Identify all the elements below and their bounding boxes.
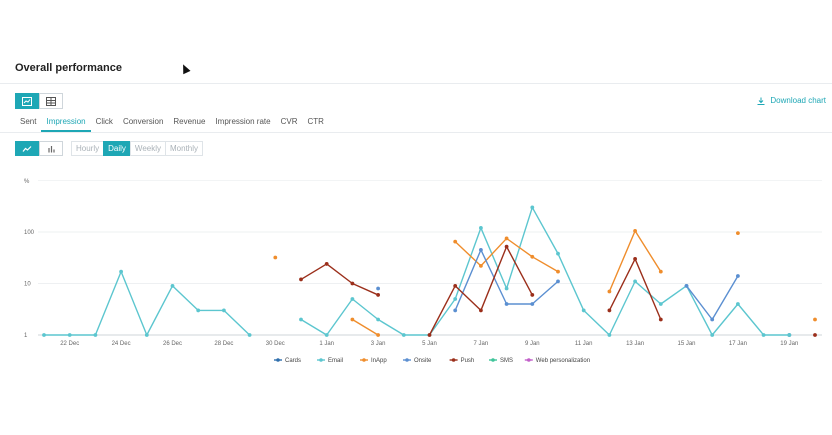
data-point-inapp (273, 255, 278, 260)
line-chart-button[interactable] (15, 141, 39, 156)
legend-dot-email (319, 358, 323, 362)
x-tick-label: 1 Jan (319, 341, 334, 347)
x-tick-label: 15 Jan (677, 341, 695, 347)
x-tick-label: 26 Dec (163, 341, 182, 347)
x-tick-label: 19 Jan (780, 341, 798, 347)
legend-label-onsite: Onsite (414, 358, 432, 364)
tab-impression[interactable]: Impression (41, 115, 91, 132)
x-tick-label: 11 Jan (575, 341, 593, 347)
x-tick-label: 17 Jan (729, 341, 747, 347)
divider (0, 132, 832, 133)
tab-click[interactable]: Click (95, 117, 113, 126)
divider (0, 83, 832, 84)
x-tick-label: 5 Jan (422, 341, 437, 347)
legend-dot-cards (276, 358, 280, 362)
data-point-inapp (736, 231, 740, 236)
tab-cvr[interactable]: CVR (280, 117, 298, 126)
data-point-inapp (813, 317, 817, 322)
x-tick-label: 13 Jan (626, 341, 644, 347)
granularity-weekly[interactable]: Weekly (129, 141, 166, 156)
legend-label-push: Push (461, 358, 475, 364)
mouse-cursor-icon (179, 62, 191, 75)
legend-label-web-personalization: Web personalization (536, 358, 590, 364)
series-line-onsite (454, 249, 559, 311)
y-axis-unit-label: % (24, 179, 30, 185)
tab-impression-rate[interactable]: Impression rate (215, 117, 271, 126)
chart-view-icon (22, 96, 32, 106)
legend-label-inapp: InApp (371, 358, 387, 364)
chart-view-button[interactable] (15, 93, 39, 109)
legend-dot-web-personalization (527, 358, 531, 362)
tab-revenue[interactable]: Revenue (173, 117, 206, 126)
x-tick-label: 9 Jan (525, 341, 540, 347)
table-view-button[interactable] (39, 93, 63, 109)
page-title: Overall performance (15, 62, 122, 74)
x-tick-label: 24 Dec (112, 341, 131, 347)
granularity-selector: Hourly Daily Weekly Monthly (71, 141, 204, 156)
y-tick-label: 100 (24, 230, 35, 236)
bar-chart-button[interactable] (39, 141, 63, 156)
legend-label-email: Email (328, 358, 343, 364)
legend-dot-inapp (362, 358, 366, 362)
table-view-icon (46, 96, 56, 106)
tab-ctr[interactable]: CTR (307, 117, 324, 126)
legend-label-cards: Cards (285, 358, 301, 364)
granularity-hourly[interactable]: Hourly (71, 141, 105, 156)
line-chart-icon (22, 145, 32, 152)
x-tick-label: 22 Dec (60, 341, 79, 347)
performance-chart: % 1 10 100 22 Dec 24 Dec 26 Dec 28 Dec 30 Dec 1 J… (24, 179, 822, 364)
x-tick-label: 30 Dec (266, 341, 285, 347)
download-chart-button[interactable]: Download chart (757, 96, 826, 105)
series-line-push (428, 245, 533, 336)
y-tick-label: 10 (24, 282, 31, 288)
series-line-email (300, 206, 790, 336)
data-point-onsite (376, 286, 380, 291)
tab-conversion[interactable]: Conversion (122, 117, 164, 126)
x-tick-label: 7 Jan (474, 341, 489, 347)
series-line-inapp (454, 237, 559, 273)
download-chart-label: Download chart (770, 96, 826, 105)
bar-chart-icon (48, 145, 55, 152)
granularity-daily[interactable]: Daily (103, 141, 131, 156)
tab-sent[interactable]: Sent (20, 117, 37, 126)
y-tick-label: 1 (24, 333, 28, 339)
series-line-inapp (352, 318, 379, 336)
granularity-monthly[interactable]: Monthly (165, 141, 204, 156)
legend-dot-sms (491, 358, 495, 362)
x-tick-label: 3 Jan (371, 341, 386, 347)
view-toggle (15, 93, 63, 109)
series-line-push (300, 263, 379, 296)
legend-label-sms: SMS (500, 358, 513, 364)
x-tick-label: 28 Dec (214, 341, 233, 347)
series-line-push (608, 258, 662, 320)
data-point-push (813, 333, 817, 337)
legend-dot-push (451, 358, 456, 362)
series-line-email (44, 270, 251, 336)
series-line-onsite (685, 275, 739, 321)
metric-tabs: Sent Impression Click Conversion Revenue… (15, 115, 329, 132)
download-icon (757, 97, 765, 105)
chart-type-toggle (15, 141, 63, 156)
series-line-inapp (608, 230, 662, 292)
legend-dot-onsite (405, 358, 409, 362)
